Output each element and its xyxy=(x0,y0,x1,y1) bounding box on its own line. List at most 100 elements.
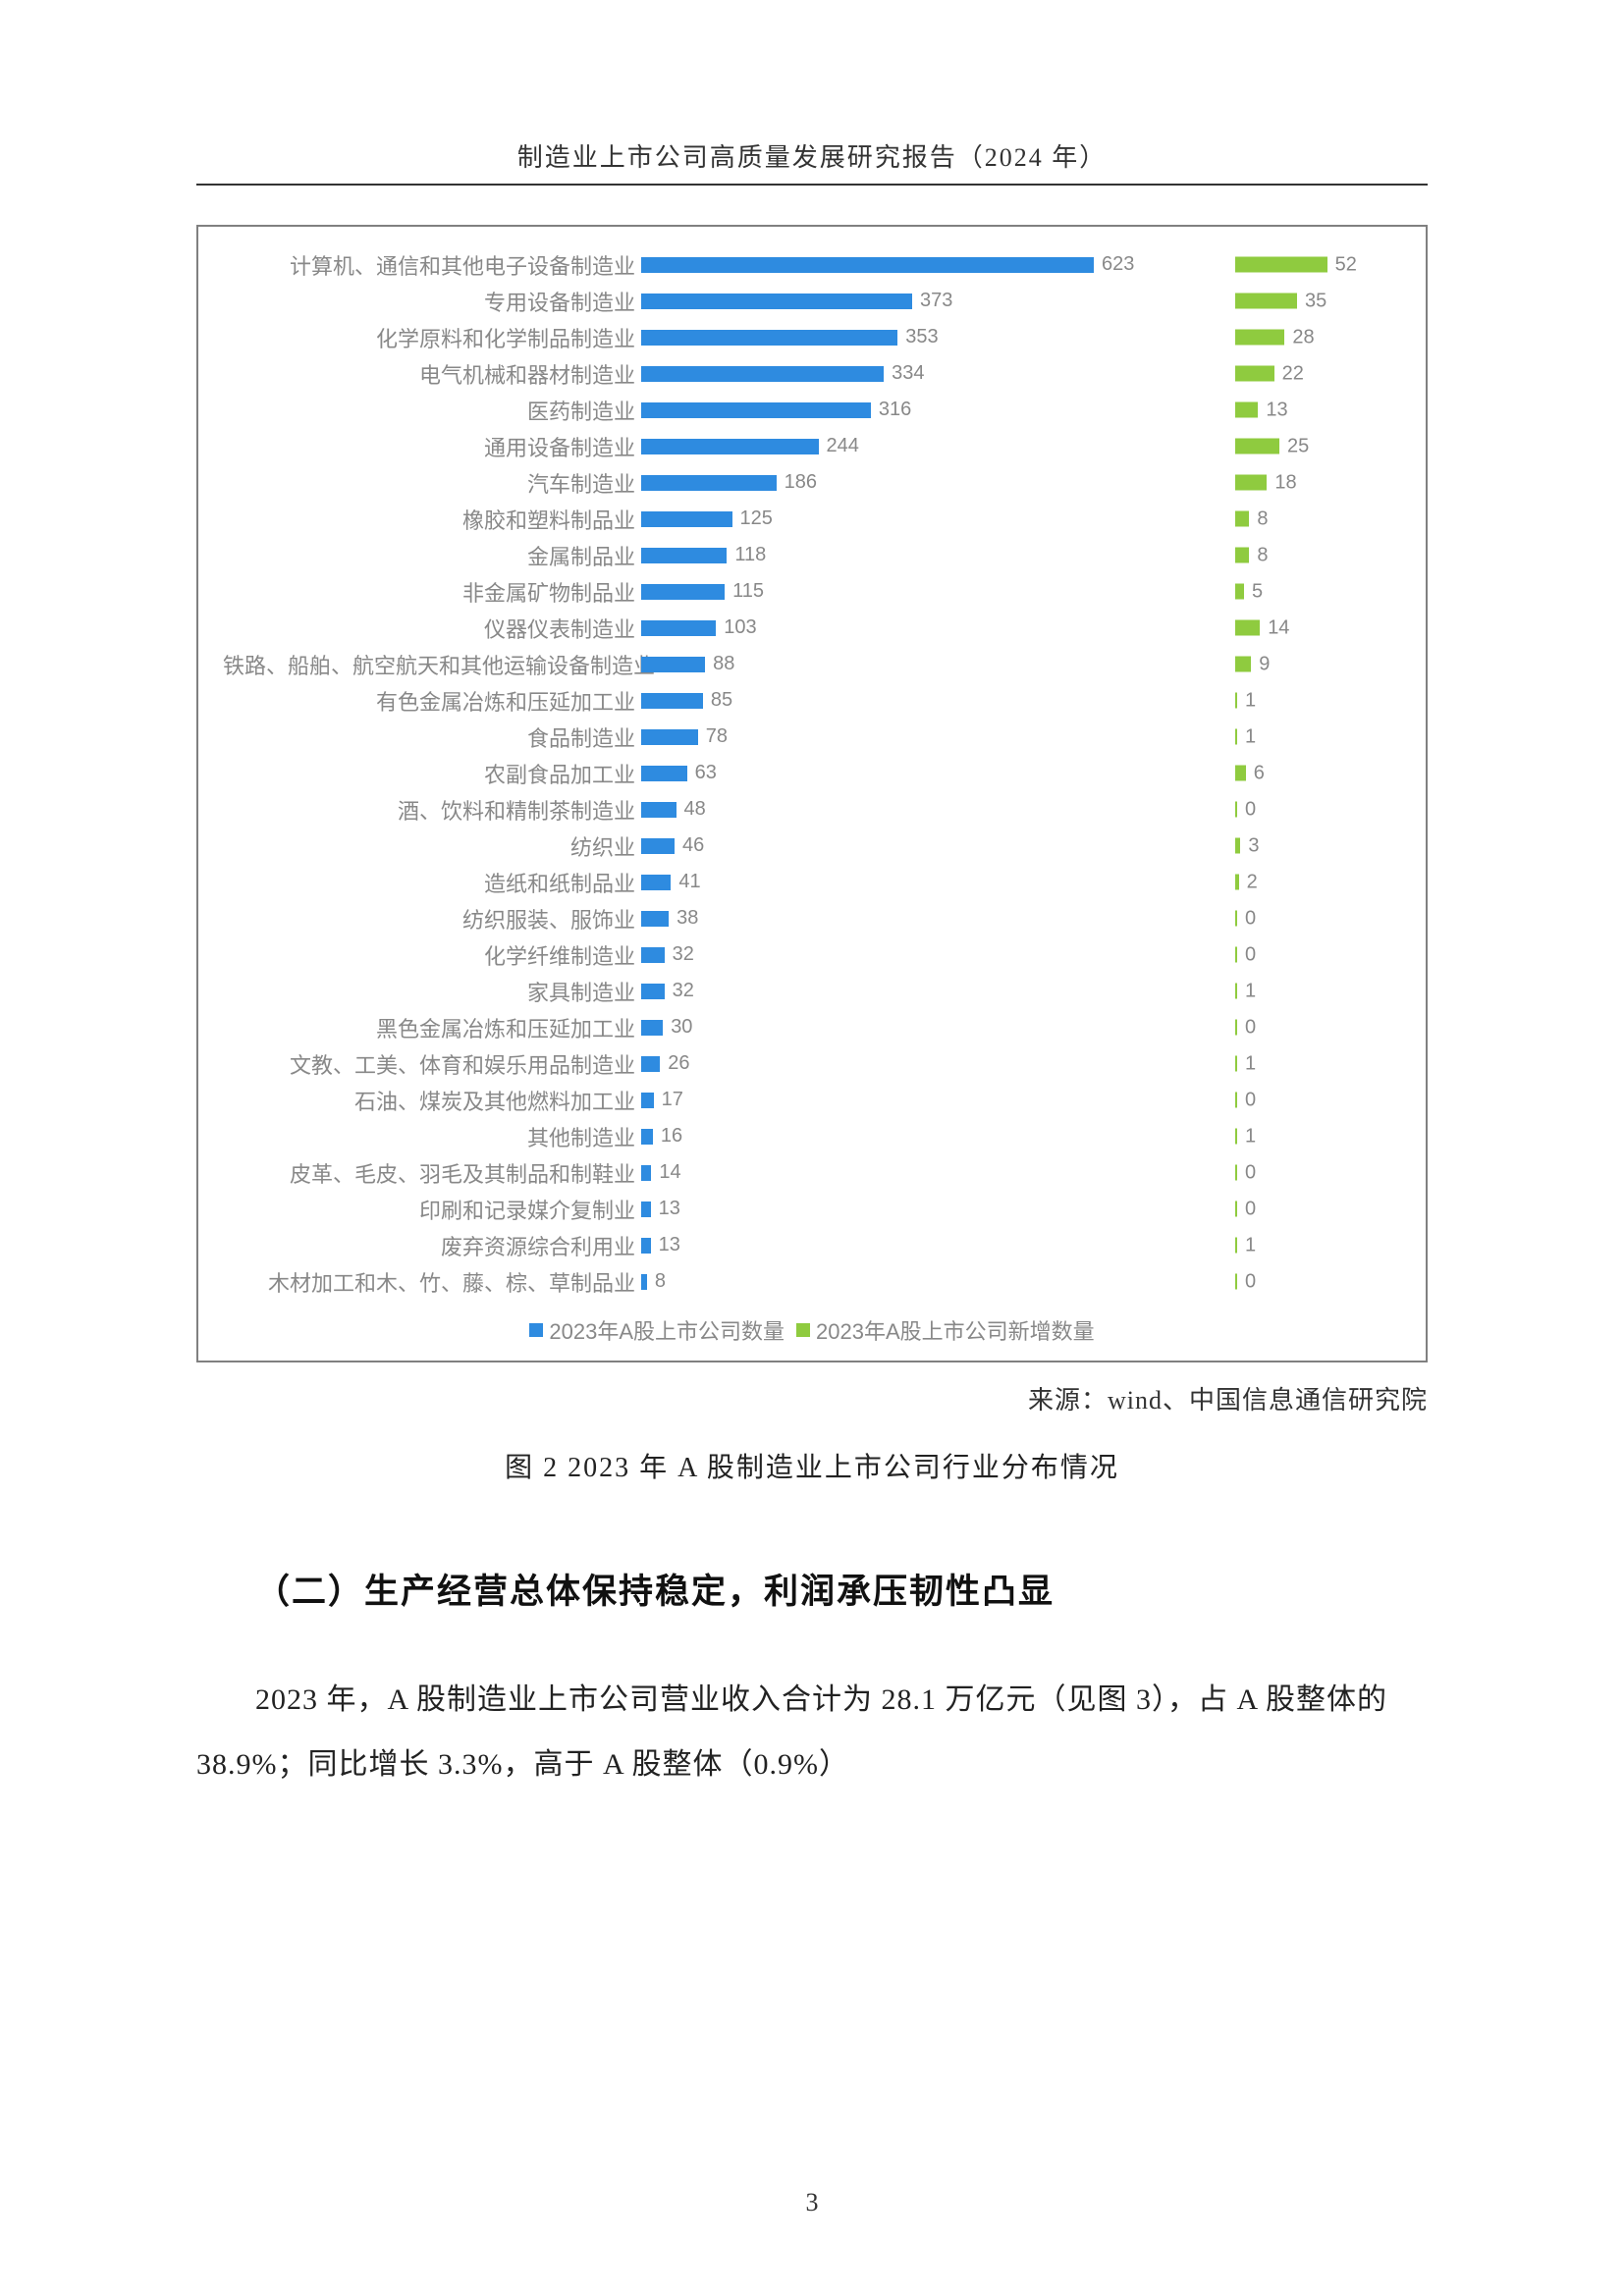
value-series-b: 0 xyxy=(1237,1016,1273,1039)
value-series-b: 5 xyxy=(1244,580,1280,603)
bar-series-a xyxy=(641,330,897,346)
series-a-group: 316 xyxy=(641,399,929,421)
chart-row: 医药制造业31613 xyxy=(223,392,1401,428)
bars-container: 24425 xyxy=(641,428,1401,464)
page: 制造业上市公司高质量发展研究报告（2024 年） 计算机、通信和其他电子设备制造… xyxy=(0,0,1624,2296)
body-paragraph-1: 2023 年，A 股制造业上市公司营业收入合计为 28.1 万亿元（见图 3），… xyxy=(196,1668,1428,1797)
bar-series-a xyxy=(641,838,675,854)
bar-series-b xyxy=(1235,511,1249,527)
bars-container: 1155 xyxy=(641,573,1401,610)
bar-series-a xyxy=(641,548,727,563)
bar-series-a xyxy=(641,584,725,600)
series-a-group: 353 xyxy=(641,326,956,348)
series-a-group: 88 xyxy=(641,653,752,675)
series-a-group: 623 xyxy=(641,253,1152,276)
category-label: 化学原料和化学制品制造业 xyxy=(223,322,641,353)
category-label: 木材加工和木、竹、藤、棕、草制品业 xyxy=(223,1266,641,1298)
category-label: 金属制品业 xyxy=(223,540,641,571)
chart-row: 食品制造业781 xyxy=(223,719,1401,755)
bar-series-b xyxy=(1235,548,1249,563)
chart-row: 橡胶和塑料制品业1258 xyxy=(223,501,1401,537)
bar-series-b xyxy=(1235,439,1279,454)
bars-container: 300 xyxy=(641,1009,1401,1045)
value-series-b: 1 xyxy=(1237,689,1273,712)
bar-series-a xyxy=(641,366,884,382)
series-b-group: 1 xyxy=(1235,725,1273,748)
bar-series-a xyxy=(641,802,677,818)
bar-series-a xyxy=(641,1238,651,1254)
bars-container: 62352 xyxy=(641,246,1401,283)
bars-container: 321 xyxy=(641,973,1401,1009)
running-header: 制造业上市公司高质量发展研究报告（2024 年） xyxy=(196,137,1428,186)
series-b-group: 35 xyxy=(1235,290,1344,312)
category-label: 皮革、毛皮、羽毛及其制品和制鞋业 xyxy=(223,1157,641,1189)
bars-container: 1258 xyxy=(641,501,1401,537)
series-a-group: 85 xyxy=(641,689,750,712)
figure-caption: 图 2 2023 年 A 股制造业上市公司行业分布情况 xyxy=(196,1446,1428,1485)
value-series-a: 41 xyxy=(671,871,718,893)
bar-series-b xyxy=(1235,657,1251,672)
bars-container: 380 xyxy=(641,900,1401,936)
value-series-b: 1 xyxy=(1237,1125,1273,1148)
bars-container: 170 xyxy=(641,1082,1401,1118)
value-series-b: 18 xyxy=(1267,471,1314,494)
series-a-group: 103 xyxy=(641,616,775,639)
series-b-group: 5 xyxy=(1235,580,1280,603)
series-a-group: 8 xyxy=(641,1270,683,1293)
chart-source: 来源：wind、中国信息通信研究院 xyxy=(196,1380,1428,1416)
bar-series-b xyxy=(1235,766,1246,781)
value-series-a: 334 xyxy=(884,362,942,385)
value-series-a: 373 xyxy=(912,290,970,312)
series-b-group: 1 xyxy=(1235,1234,1273,1256)
bar-chart: 计算机、通信和其他电子设备制造业62352专用设备制造业37335化学原料和化学… xyxy=(196,225,1428,1362)
value-series-a: 78 xyxy=(698,725,745,748)
bars-container: 63 6 xyxy=(641,755,1401,791)
series-a-group: 38 xyxy=(641,907,716,930)
value-series-b: 25 xyxy=(1279,435,1326,457)
value-series-b: 6 xyxy=(1246,762,1282,784)
value-series-a: 118 xyxy=(727,544,784,566)
bar-series-a xyxy=(641,766,687,781)
value-series-b: 0 xyxy=(1237,1270,1273,1293)
bar-series-b xyxy=(1235,294,1297,309)
chart-row: 纺织服装、服饰业380 xyxy=(223,900,1401,936)
bar-series-a xyxy=(641,294,912,309)
series-a-group: 32 xyxy=(641,980,712,1002)
chart-row: 家具制造业321 xyxy=(223,973,1401,1009)
bar-series-b xyxy=(1235,257,1327,273)
bar-series-a xyxy=(641,439,819,454)
series-a-group: 41 xyxy=(641,871,719,893)
chart-row: 化学原料和化学制品制造业35328 xyxy=(223,319,1401,355)
chart-row: 汽车制造业18618 xyxy=(223,464,1401,501)
bar-series-a xyxy=(641,257,1094,273)
bar-series-a xyxy=(641,620,716,636)
bars-container: 463 xyxy=(641,828,1401,864)
chart-row: 木材加工和木、竹、藤、棕、草制品业8 0 xyxy=(223,1263,1401,1300)
chart-row: 纺织业463 xyxy=(223,828,1401,864)
chart-row: 有色金属冶炼和压延加工业851 xyxy=(223,682,1401,719)
chart-row: 黑色金属冶炼和压延加工业300 xyxy=(223,1009,1401,1045)
bar-series-b xyxy=(1235,366,1274,382)
series-a-group: 32 xyxy=(641,943,712,966)
series-b-group: 0 xyxy=(1235,943,1273,966)
bar-series-b xyxy=(1235,330,1284,346)
chart-row: 金属制品业1188 xyxy=(223,537,1401,573)
series-b-group: 3 xyxy=(1235,834,1277,857)
value-series-b: 1 xyxy=(1237,725,1273,748)
series-b-group: 25 xyxy=(1235,435,1326,457)
series-b-group: 18 xyxy=(1235,471,1315,494)
category-label: 其他制造业 xyxy=(223,1121,641,1152)
value-series-a: 14 xyxy=(651,1161,698,1184)
series-a-group: 14 xyxy=(641,1161,699,1184)
value-series-a: 63 xyxy=(687,762,734,784)
series-b-group: 0 xyxy=(1235,1089,1273,1111)
bars-container: 41 2 xyxy=(641,864,1401,900)
value-series-a: 38 xyxy=(669,907,716,930)
series-a-group: 48 xyxy=(641,798,724,821)
category-label: 印刷和记录媒介复制业 xyxy=(223,1194,641,1225)
value-series-b: 8 xyxy=(1249,507,1285,530)
series-b-group: 2 xyxy=(1235,871,1275,893)
series-b-group: 14 xyxy=(1235,616,1307,639)
category-label: 专用设备制造业 xyxy=(223,286,641,317)
category-label: 文教、工美、体育和娱乐用品制造业 xyxy=(223,1048,641,1080)
